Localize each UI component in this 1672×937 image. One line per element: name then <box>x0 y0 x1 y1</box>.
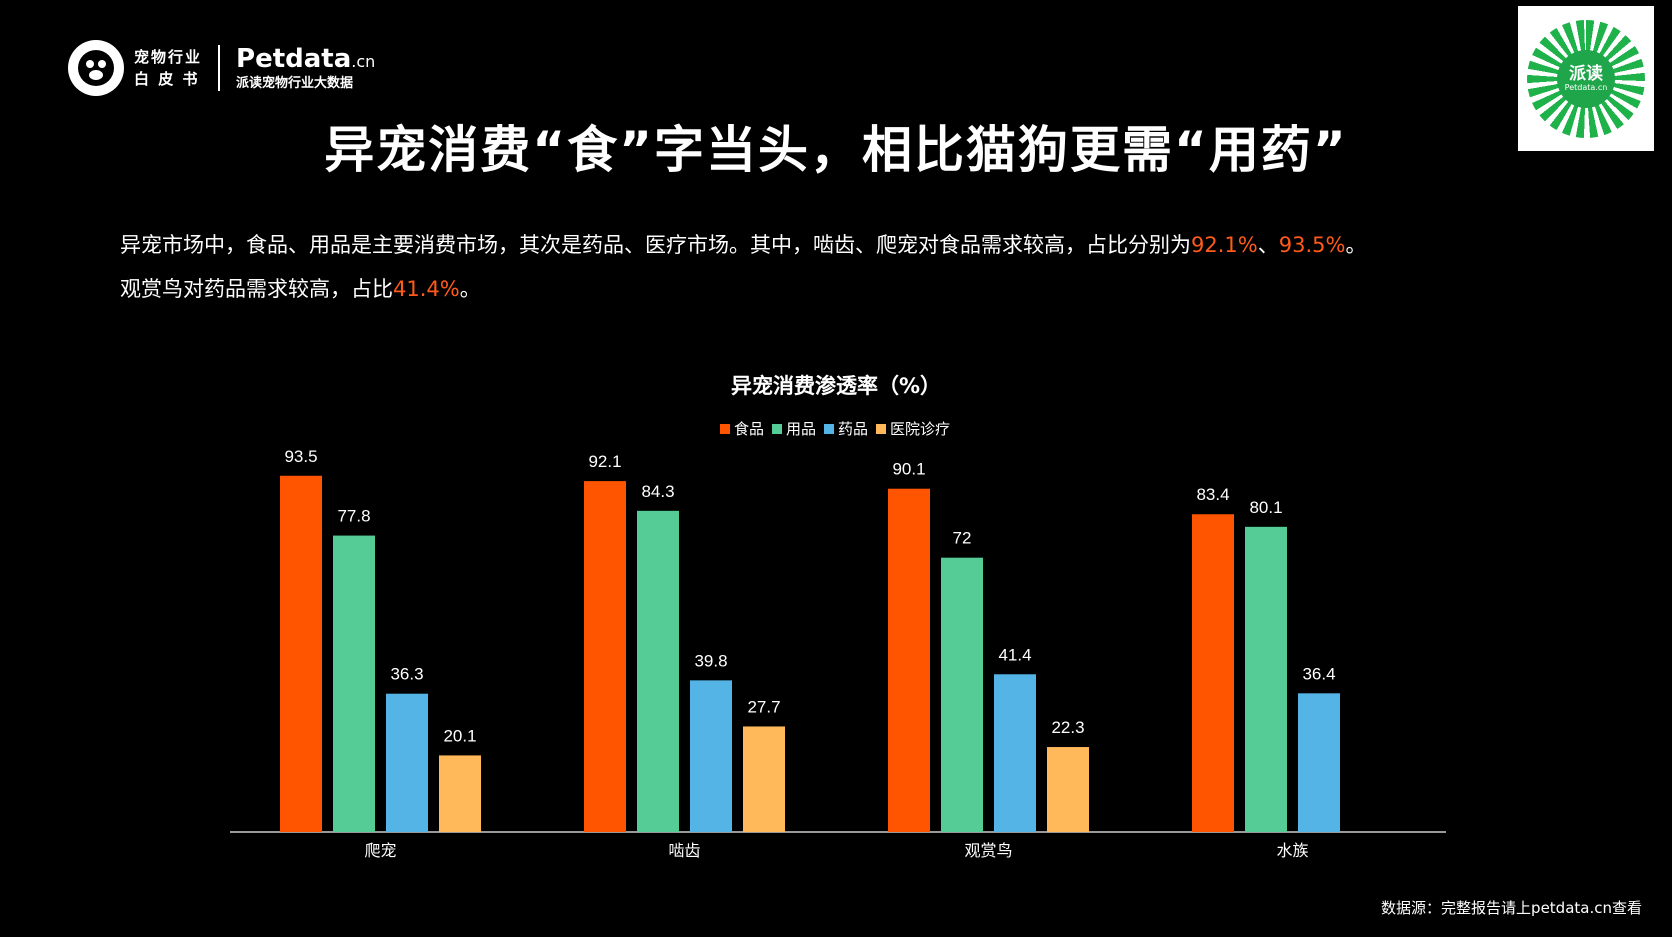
bar-3-0 <box>439 755 481 832</box>
description: 异宠市场中，食品、用品是主要消费市场，其次是药品、医疗市场。其中，啮齿、爬宠对食… <box>120 223 1600 311</box>
data-label: 36.3 <box>390 665 423 684</box>
legend-item: 医院诊疗 <box>876 418 950 439</box>
petdata-logo-text: Petdata.cn <box>236 43 376 74</box>
data-label: 27.7 <box>747 697 780 716</box>
bar-2-1 <box>690 680 732 832</box>
x-tick-label: 水族 <box>1276 841 1308 860</box>
brand-line2: 白 皮 书 <box>134 70 200 88</box>
data-label: 39.8 <box>694 651 727 670</box>
legend-swatch <box>876 423 887 434</box>
bar-3-2 <box>1047 747 1089 832</box>
data-label: 84.3 <box>641 482 674 501</box>
legend-swatch <box>772 423 783 434</box>
brand-header: 宠物行业 白 皮 书 Petdata.cn 派读宠物行业大数据 <box>68 40 375 96</box>
data-label: 92.1 <box>588 452 621 471</box>
description-line1: 异宠市场中，食品、用品是主要消费市场，其次是药品、医疗市场。其中，啮齿、爬宠对食… <box>120 233 1367 257</box>
x-tick-label: 爬宠 <box>364 841 396 860</box>
data-label: 77.8 <box>337 507 370 526</box>
page-title: 异宠消费“食”字当头，相比猫狗更需“用药” <box>324 121 1348 179</box>
petdata-subtitle: 派读宠物行业大数据 <box>236 75 354 91</box>
bar-2-0 <box>386 693 428 832</box>
legend-label: 食品 <box>734 420 765 438</box>
qr-center-sub: Petdata.cn <box>1564 82 1608 92</box>
data-label: 20.1 <box>443 726 476 745</box>
description-line2: 观赏鸟对药品需求较高，占比41.4%。 <box>120 277 481 301</box>
legend-item: 用品 <box>772 418 816 439</box>
data-label: 80.1 <box>1249 498 1282 517</box>
bar-1-2 <box>941 557 983 832</box>
bar-1-1 <box>637 510 679 832</box>
bar-0-0 <box>280 475 322 832</box>
brand-logo-icon <box>68 40 124 96</box>
bar-3-1 <box>743 726 785 832</box>
bar-2-2 <box>994 674 1036 832</box>
data-label: 72 <box>953 529 972 548</box>
bar-1-0 <box>333 535 375 832</box>
data-label: 22.3 <box>1051 718 1084 737</box>
data-label: 36.4 <box>1302 664 1335 683</box>
bar-0-1 <box>584 481 626 832</box>
x-tick-label: 啮齿 <box>668 841 700 860</box>
qr-center-title: 派读 <box>1569 63 1603 84</box>
legend-label: 药品 <box>838 420 869 438</box>
bar-0-2 <box>888 488 930 832</box>
mini-program-qr-code[interactable]: 派读 Petdata.cn <box>1518 6 1654 151</box>
bar-2-3 <box>1298 693 1340 832</box>
legend-label: 医院诊疗 <box>890 420 951 438</box>
brand-divider <box>218 45 221 91</box>
chart-legend: 食品 用品 药品 医院诊疗 <box>720 418 950 439</box>
data-label: 41.4 <box>998 645 1031 664</box>
legend-item: 药品 <box>824 418 868 439</box>
legend-swatch <box>824 423 835 434</box>
data-label: 93.5 <box>284 447 317 466</box>
data-label: 83.4 <box>1196 485 1229 504</box>
brand-line1: 宠物行业 <box>134 48 203 66</box>
chart-title: 异宠消费渗透率（%） <box>730 374 942 398</box>
legend-swatch <box>720 423 730 434</box>
bar-1-3 <box>1245 526 1287 832</box>
x-tick-label: 观赏鸟 <box>964 841 1012 860</box>
qr-code-icon: 派读 Petdata.cn <box>1527 19 1645 138</box>
legend-label: 用品 <box>786 420 817 438</box>
legend-item: 食品 <box>720 418 764 439</box>
bar-0-3 <box>1192 514 1234 832</box>
data-source: 数据源：完整报告请上petdata.cn查看 <box>1381 899 1642 917</box>
data-label: 90.1 <box>892 460 925 479</box>
